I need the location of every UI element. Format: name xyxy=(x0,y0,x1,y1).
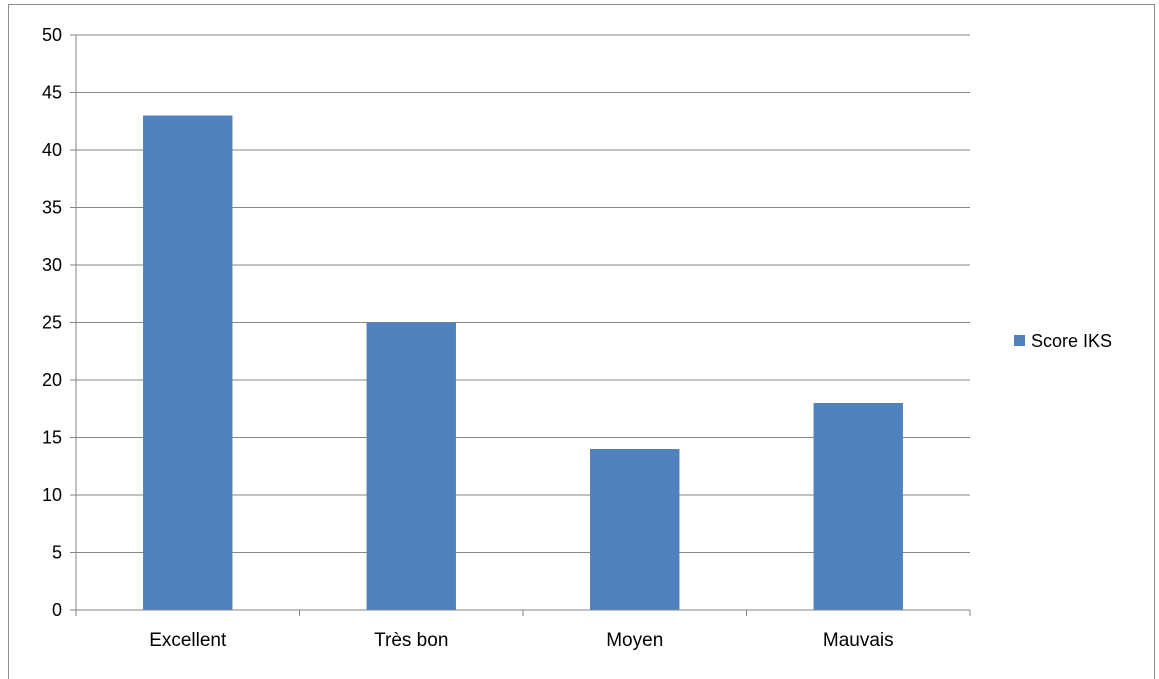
bars xyxy=(143,115,903,610)
x-tick-label: Mauvais xyxy=(823,630,894,651)
bar-mauvais xyxy=(813,403,903,610)
axes xyxy=(70,34,971,616)
y-tick-label: 15 xyxy=(42,428,62,448)
legend-swatch xyxy=(1014,335,1025,346)
x-tick-label: Moyen xyxy=(606,630,663,651)
y-tick-label: 20 xyxy=(42,370,62,390)
bar-moyen xyxy=(590,449,680,610)
chart-frame xyxy=(8,4,1155,679)
y-tick-label: 5 xyxy=(52,543,62,563)
legend: Score IKS xyxy=(1014,331,1112,351)
y-tick-labels: 0 5 10 15 20 25 30 35 40 45 50 xyxy=(42,25,62,620)
x-tick-labels: Excellent Très bon Moyen Mauvais xyxy=(149,630,893,651)
bar-très-bon xyxy=(366,322,456,610)
bar-excellent xyxy=(143,115,233,610)
y-tick-label: 35 xyxy=(42,198,62,218)
y-tick-label: 0 xyxy=(52,600,62,620)
y-tick-label: 10 xyxy=(42,485,62,505)
x-tick-label: Très bon xyxy=(374,630,448,651)
y-tick-label: 25 xyxy=(42,313,62,333)
y-tick-label: 30 xyxy=(42,255,62,275)
x-tick-label: Excellent xyxy=(149,630,227,651)
y-tick-label: 50 xyxy=(42,25,62,45)
y-tick-label: 40 xyxy=(42,140,62,160)
y-tick-label: 45 xyxy=(42,83,62,103)
legend-label: Score IKS xyxy=(1031,331,1112,351)
